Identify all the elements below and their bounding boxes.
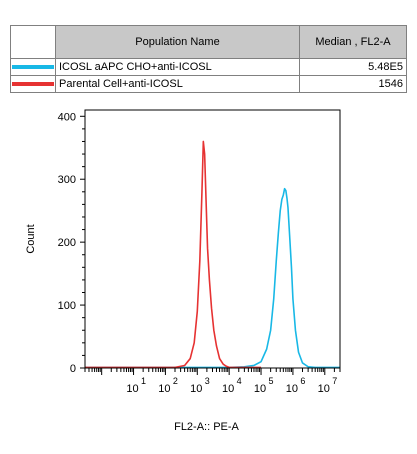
series-line-icosl — [85, 187, 340, 369]
y-tick-label: 0 — [70, 363, 76, 375]
legend-swatch-cell — [10, 75, 56, 93]
legend-header-name: Population Name — [55, 25, 300, 59]
x-tick-label: 10 — [222, 383, 234, 395]
x-tick-exponent: 1 — [141, 376, 146, 386]
x-tick-exponent: 2 — [173, 376, 178, 386]
legend-header-value: Median , FL2-A — [299, 25, 407, 59]
y-tick-label: 200 — [58, 237, 76, 249]
plot-frame — [84, 109, 341, 369]
x-tick-exponent: 3 — [205, 376, 210, 386]
x-tick-exponent: 7 — [332, 376, 337, 386]
series-line-parental — [85, 140, 262, 369]
y-tick-label: 300 — [58, 174, 76, 186]
y-axis-label: Count — [25, 224, 37, 253]
x-tick-label: 10 — [286, 383, 298, 395]
legend-row-parental: Parental Cell+anti-ICOSL 1546 — [10, 75, 407, 93]
legend-row-value: 1546 — [299, 75, 407, 93]
x-tick-label: 10 — [158, 383, 170, 395]
x-tick-exponent: 4 — [237, 376, 242, 386]
x-axis-label: FL2-A:: PE-A — [174, 421, 239, 433]
x-tick-exponent: 5 — [269, 376, 274, 386]
legend-swatch-parental — [12, 82, 54, 86]
x-tick-label: 10 — [190, 383, 202, 395]
y-tick-label: 400 — [58, 111, 76, 123]
x-tick-label: 10 — [254, 383, 266, 395]
x-tick-exponent: 6 — [300, 376, 305, 386]
legend-swatch-icosl — [12, 65, 54, 69]
y-tick-label: 100 — [58, 300, 76, 312]
legend-table: Population Name Median , FL2-A ICOSL aAP… — [10, 25, 407, 93]
x-tick-label: 10 — [318, 383, 330, 395]
x-tick-label: 10 — [126, 383, 138, 395]
legend-row-icosl: ICOSL aAPC CHO+anti-ICOSL 5.48E5 — [10, 58, 407, 76]
legend-header-row: Population Name Median , FL2-A — [10, 25, 407, 59]
